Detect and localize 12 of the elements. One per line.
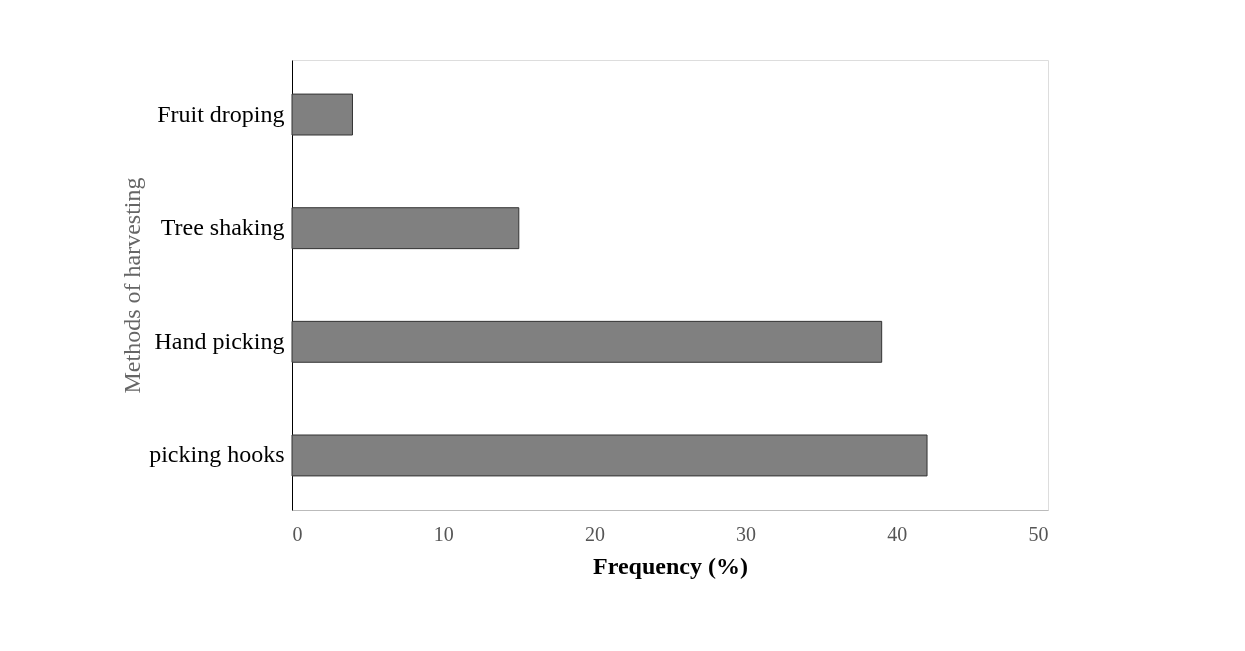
x-tick-label: 50 bbox=[1028, 522, 1049, 545]
y-axis-title: Methods of harvesting bbox=[119, 177, 146, 394]
x-tick-label: 40 bbox=[887, 522, 908, 545]
y-tick-label: Fruit droping bbox=[157, 100, 285, 127]
x-tick-label: 20 bbox=[584, 522, 605, 545]
x-tick-label: 0 bbox=[292, 522, 303, 545]
x-tick-label: 10 bbox=[433, 522, 454, 545]
x-tick-label: 30 bbox=[736, 522, 757, 545]
y-tick-label: Hand picking bbox=[154, 327, 285, 354]
y-tick-label: picking hooks bbox=[149, 441, 285, 468]
y-tick-label: Tree shaking bbox=[160, 214, 285, 241]
x-axis-title: Frequency (%) bbox=[593, 552, 748, 579]
